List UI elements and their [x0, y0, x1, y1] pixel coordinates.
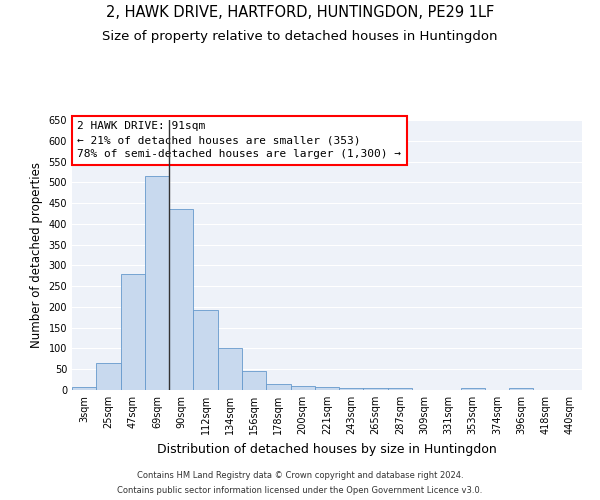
Bar — [72, 386, 96, 390]
Bar — [121, 274, 145, 390]
Bar — [169, 210, 193, 390]
Text: Contains HM Land Registry data © Crown copyright and database right 2024.: Contains HM Land Registry data © Crown c… — [137, 471, 463, 480]
Bar — [242, 371, 266, 390]
Bar — [509, 388, 533, 390]
Bar — [193, 310, 218, 390]
Text: Contains public sector information licensed under the Open Government Licence v3: Contains public sector information licen… — [118, 486, 482, 495]
Bar — [96, 363, 121, 390]
Bar — [290, 386, 315, 390]
Text: Size of property relative to detached houses in Huntingdon: Size of property relative to detached ho… — [102, 30, 498, 43]
Bar — [218, 348, 242, 390]
Text: Distribution of detached houses by size in Huntingdon: Distribution of detached houses by size … — [157, 442, 497, 456]
Text: 2, HAWK DRIVE, HARTFORD, HUNTINGDON, PE29 1LF: 2, HAWK DRIVE, HARTFORD, HUNTINGDON, PE2… — [106, 5, 494, 20]
Bar — [339, 388, 364, 390]
Bar — [315, 386, 339, 390]
Text: 2 HAWK DRIVE: 91sqm
← 21% of detached houses are smaller (353)
78% of semi-detac: 2 HAWK DRIVE: 91sqm ← 21% of detached ho… — [77, 122, 401, 160]
Bar — [388, 388, 412, 390]
Y-axis label: Number of detached properties: Number of detached properties — [30, 162, 43, 348]
Bar — [364, 388, 388, 390]
Bar — [145, 176, 169, 390]
Bar — [266, 384, 290, 390]
Bar — [461, 388, 485, 390]
